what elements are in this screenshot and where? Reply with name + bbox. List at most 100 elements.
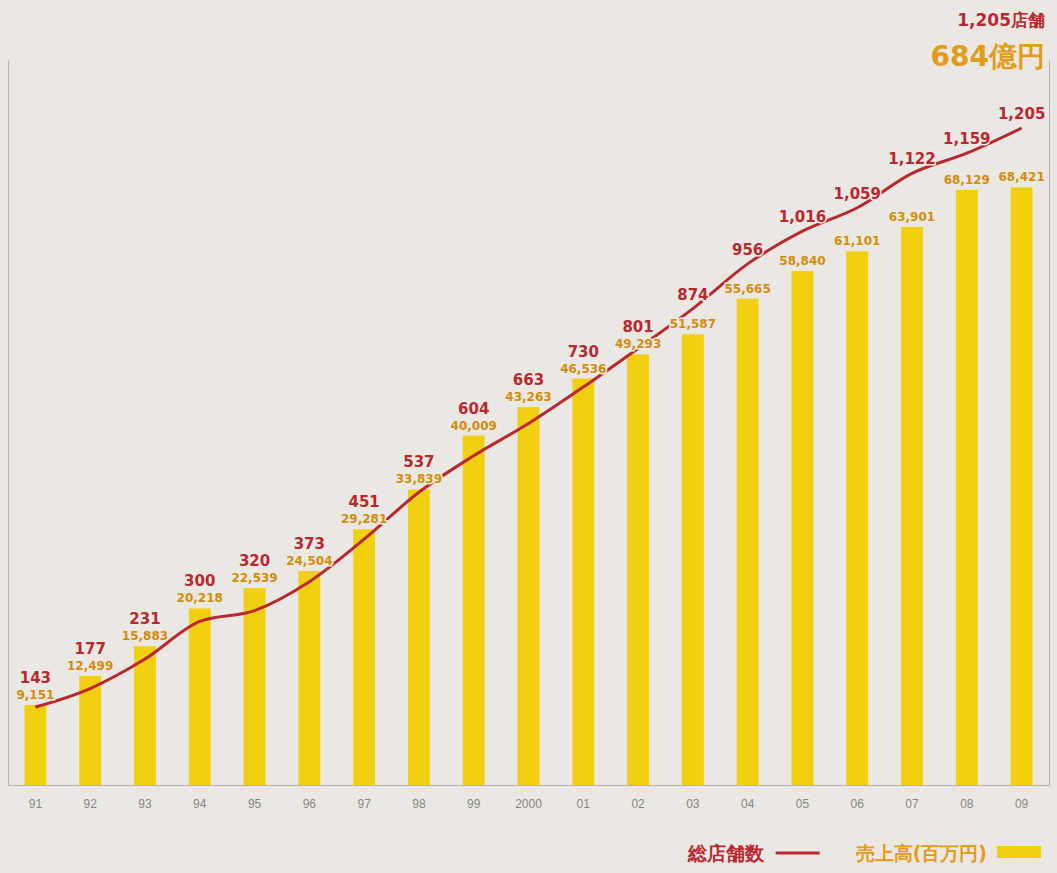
line-label: 1,122 [888, 150, 935, 168]
line-label: 177 [75, 640, 106, 658]
legend-label: 総店舗数 [687, 842, 765, 864]
line-label: 320 [239, 552, 270, 570]
line-label: 801 [622, 318, 653, 336]
x-tick: 96 [303, 785, 317, 811]
x-tick: 09 [1015, 785, 1029, 811]
bar [24, 705, 46, 785]
bar [901, 227, 923, 785]
x-tick: 04 [741, 785, 755, 811]
legend-item: 売上高(百万円) [856, 842, 1041, 864]
y-axis [8, 61, 9, 786]
x-tick: 94 [193, 785, 207, 811]
bar [791, 271, 813, 785]
x-tick: 05 [796, 785, 810, 811]
bar [298, 571, 320, 785]
line-label: 537 [403, 453, 434, 471]
legend-item: 総店舗数 [687, 842, 820, 864]
bar-label: 12,499 [67, 659, 113, 673]
line-label: 1,059 [834, 185, 881, 203]
bar-label: 29,281 [341, 512, 387, 526]
line-label: 373 [294, 535, 325, 553]
x-tick: 97 [357, 785, 371, 811]
bar-label: 68,421 [998, 170, 1044, 184]
y2-axis [1049, 61, 1050, 786]
x-tick-label: 03 [686, 797, 700, 811]
line-label: 874 [677, 286, 708, 304]
line-label: 663 [513, 371, 544, 389]
bar [737, 299, 759, 785]
bar-label: 20,218 [177, 591, 223, 605]
bar [463, 436, 485, 785]
line-label: 1,016 [779, 208, 826, 226]
bar [846, 251, 868, 785]
x-tick-label: 07 [905, 797, 919, 811]
plot-marks [24, 128, 1032, 785]
line-label: 143 [20, 669, 51, 687]
bar-label: 15,883 [122, 629, 168, 643]
bar [244, 588, 266, 785]
bar-label: 33,839 [396, 472, 442, 486]
bar-label: 43,263 [505, 390, 551, 404]
chart: 91 92 93 94 95 96 97 98 99 2000 01 02 03 04 05 06 07 08 09… [0, 0, 1057, 873]
bar-label: 55,665 [725, 282, 771, 296]
annotation: 684億円 [931, 40, 1045, 73]
legend: 総店舗数 売上高(百万円) [687, 842, 1041, 864]
bar-label: 61,101 [834, 234, 880, 248]
annotation: 1,205店舗 [957, 10, 1045, 30]
bar-label: 22,539 [231, 571, 277, 585]
x-tick-label: 91 [29, 797, 43, 811]
line-label: 1,159 [943, 130, 990, 148]
bar [572, 379, 594, 785]
x-tick-label: 92 [84, 797, 98, 811]
x-axis: 91 92 93 94 95 96 97 98 99 2000 01 02 03 04 05 06 07 08 09 [9, 785, 1050, 811]
x-tick-label: 97 [357, 797, 371, 811]
line-label: 956 [732, 241, 763, 259]
x-tick: 07 [905, 785, 919, 811]
x-tick: 91 [29, 785, 43, 811]
bar-label: 9,151 [16, 688, 54, 702]
x-tick: 98 [412, 785, 426, 811]
bar [408, 489, 430, 785]
bar-label: 40,009 [451, 419, 497, 433]
x-tick: 03 [686, 785, 700, 811]
line-label: 730 [568, 343, 599, 361]
bar-label: 24,504 [286, 554, 332, 568]
bar-label: 46,536 [560, 362, 606, 376]
x-tick-label: 09 [1015, 797, 1029, 811]
x-tick-label: 94 [193, 797, 207, 811]
bar-label: 63,901 [889, 210, 935, 224]
x-tick-label: 08 [960, 797, 974, 811]
legend-swatch [776, 852, 820, 855]
x-tick-label: 04 [741, 797, 755, 811]
x-tick-label: 96 [303, 797, 317, 811]
bar [134, 646, 156, 785]
legend-swatch [997, 846, 1041, 858]
bar-label: 49,293 [615, 337, 661, 351]
x-tick: 08 [960, 785, 974, 811]
line-label: 1,205 [998, 105, 1045, 123]
legend-label: 売上高(百万円) [856, 842, 987, 864]
x-tick-label: 02 [631, 797, 645, 811]
x-tick-label: 95 [248, 797, 262, 811]
x-tick-label: 99 [467, 797, 481, 811]
line-label: 231 [129, 610, 160, 628]
bar [353, 529, 375, 785]
x-tick: 02 [631, 785, 645, 811]
axis-line [8, 61, 9, 786]
bar-label: 51,587 [670, 317, 716, 331]
line-label: 451 [348, 493, 379, 511]
x-tick: 06 [851, 785, 865, 811]
axis-line [9, 785, 1050, 786]
x-tick: 99 [467, 785, 481, 811]
x-tick-label: 05 [796, 797, 810, 811]
x-tick: 95 [248, 785, 262, 811]
data-labels: 9,151 12,499 15,883 20,218 22,539 24,504 29,28… [16, 105, 1045, 702]
x-tick-label: 93 [138, 797, 152, 811]
axis-line [1049, 61, 1050, 786]
bar [518, 407, 540, 785]
x-tick: 2000 [515, 785, 542, 811]
bar [627, 354, 649, 785]
bar-label: 58,840 [779, 254, 825, 268]
bar [682, 334, 704, 785]
x-tick-label: 01 [577, 797, 591, 811]
